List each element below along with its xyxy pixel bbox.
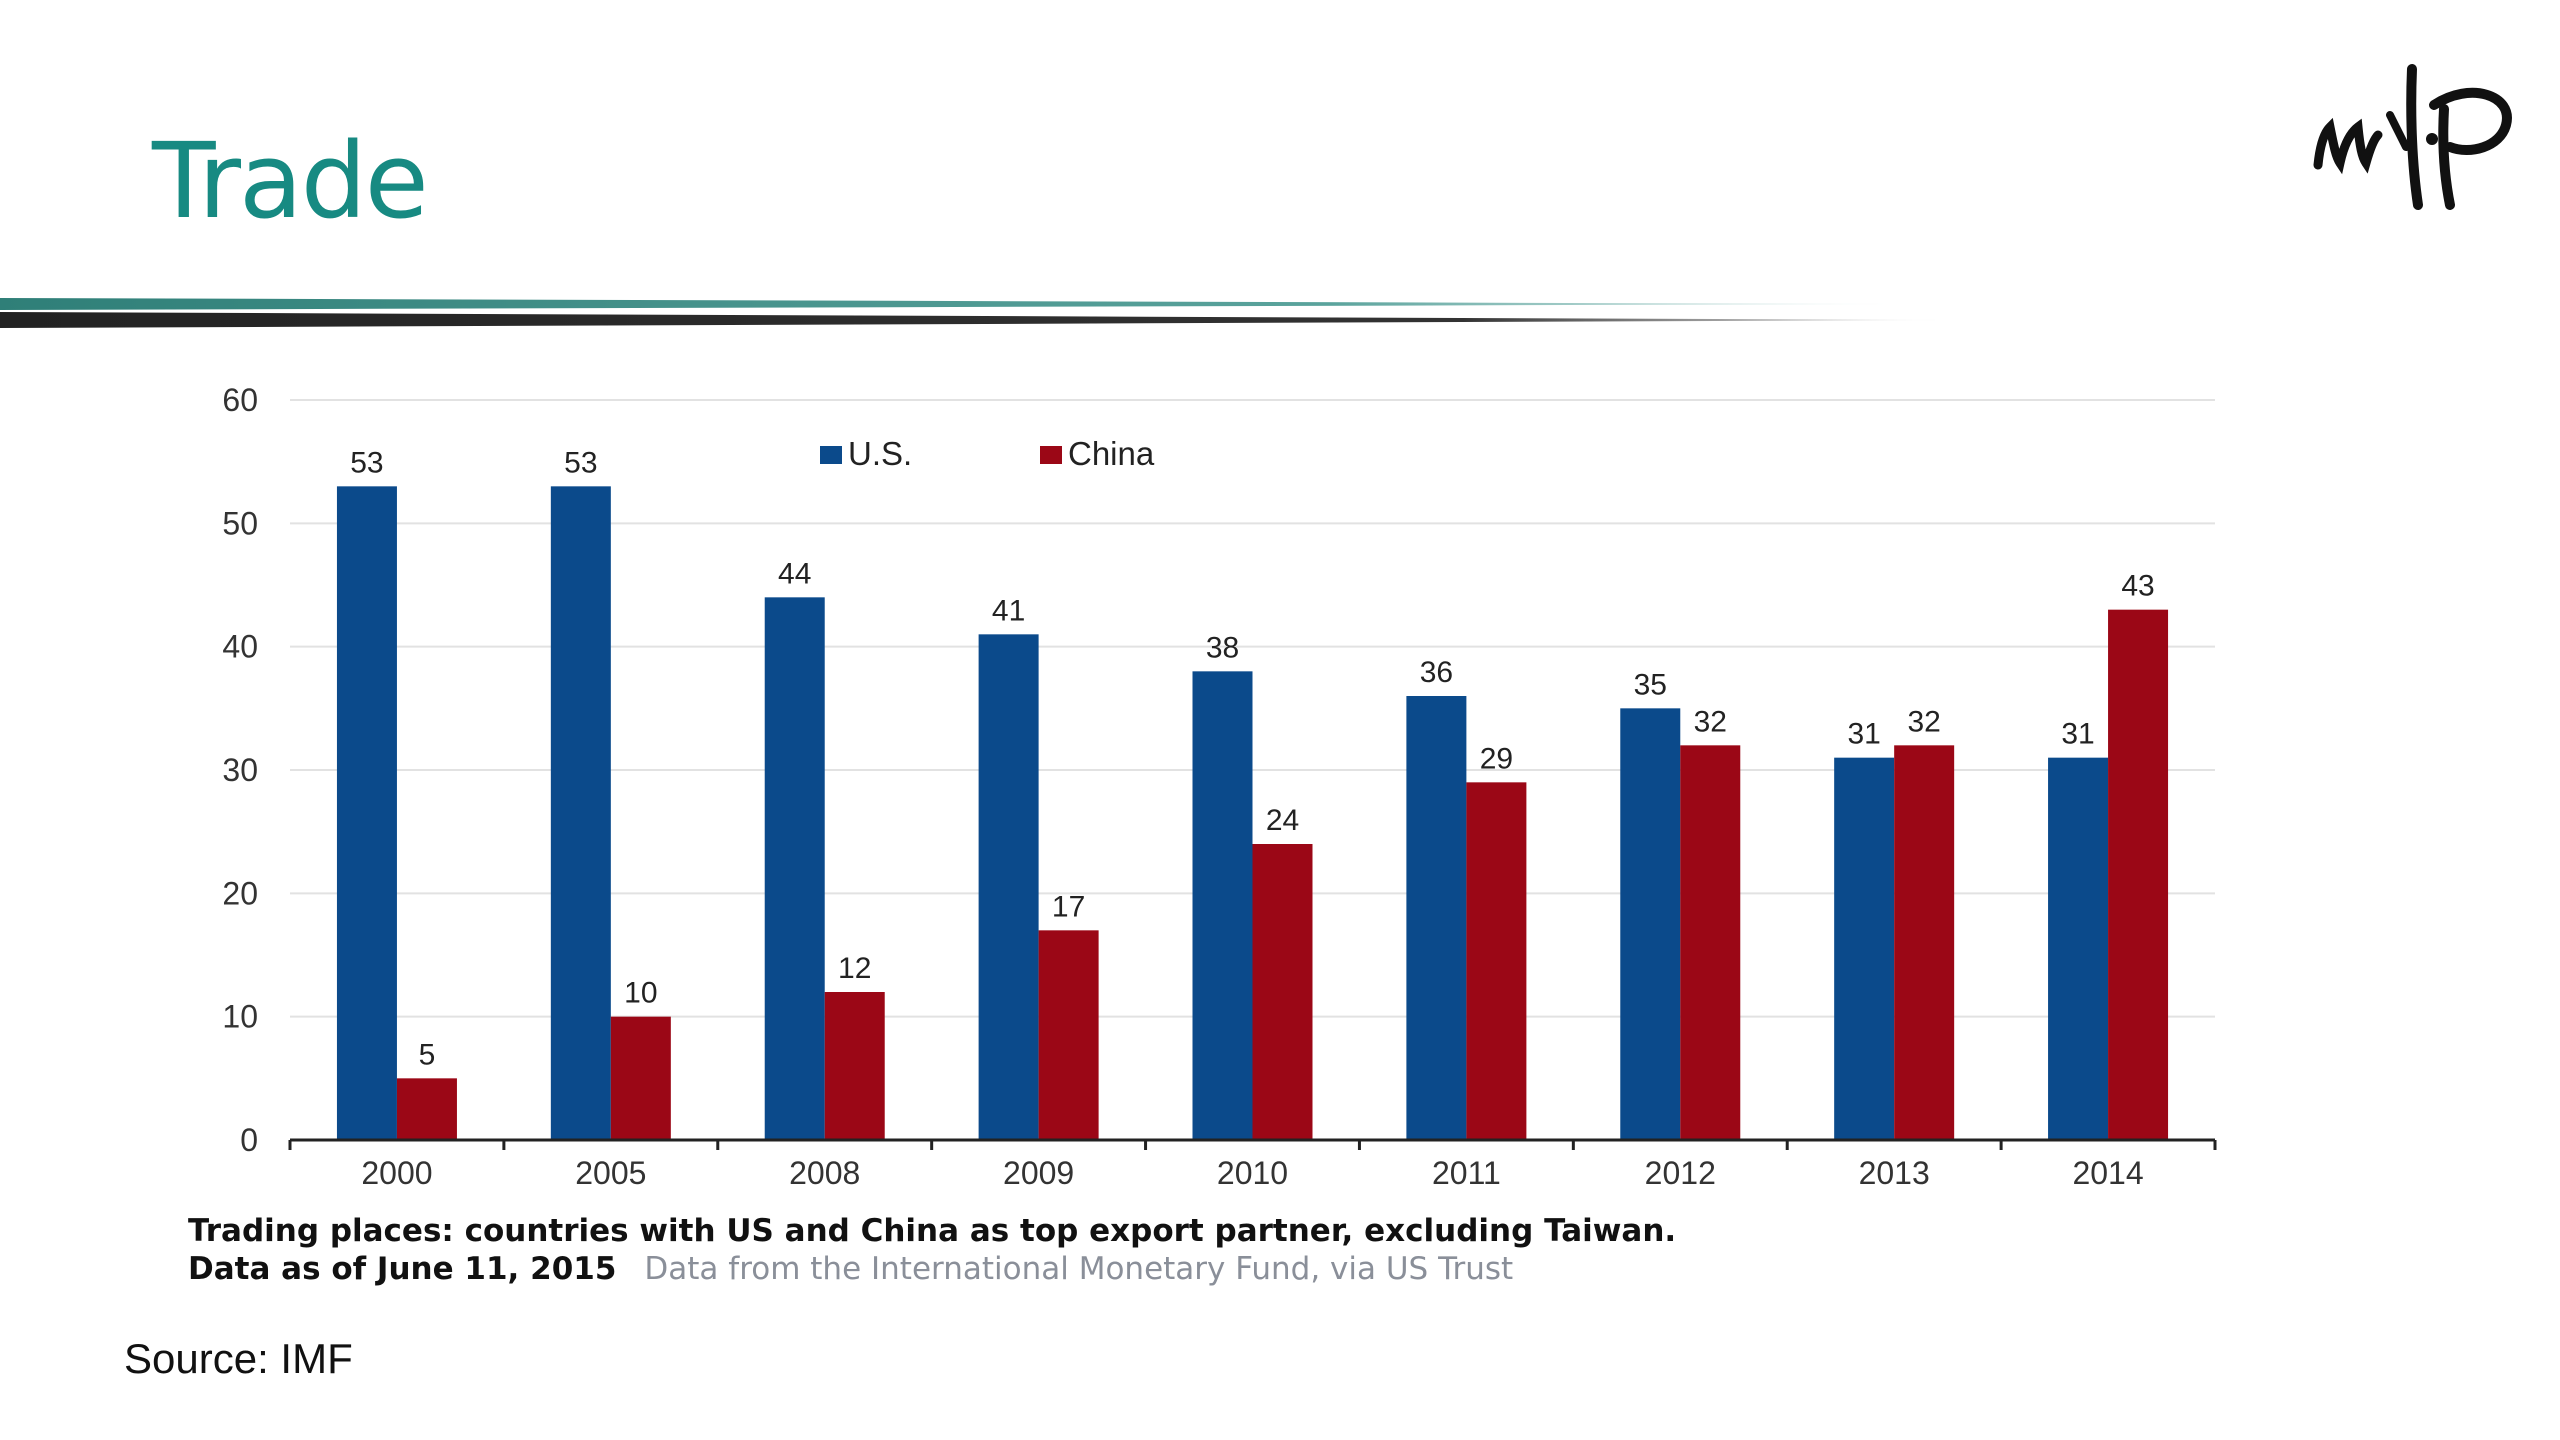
data-label: 44 <box>778 557 811 590</box>
data-label: 32 <box>1694 705 1727 738</box>
y-tick-label: 60 <box>222 382 258 418</box>
y-tick-label: 0 <box>240 1122 258 1158</box>
bar-china <box>1466 782 1527 1140</box>
bar-china <box>1252 844 1313 1140</box>
data-label: 41 <box>992 594 1025 627</box>
bar-us <box>550 486 611 1140</box>
data-label: 35 <box>1634 668 1667 701</box>
bar-us <box>1834 757 1895 1140</box>
bar-china <box>824 992 885 1140</box>
y-tick-label: 10 <box>222 999 258 1035</box>
caption-line-1: Trading places: countries with US and Ch… <box>188 1213 1677 1249</box>
bar-us <box>764 597 825 1140</box>
caption-line-2: Data as of June 11, 2015 Data from the In… <box>188 1250 1676 1288</box>
x-tick-label: 2014 <box>2072 1155 2143 1191</box>
bar-chart: 53 5 53 10 44 12 41 17 38 24 36 29 35 32 31 32 31 43 0 10 2… <box>222 382 2217 1191</box>
bar-us <box>2048 757 2109 1140</box>
chart-caption: Trading places: countries with US and Ch… <box>188 1212 1676 1288</box>
bar-us <box>1406 696 1467 1140</box>
legend-label: China <box>1068 435 1155 472</box>
data-label: 10 <box>624 977 657 1010</box>
x-tick-label: 2008 <box>789 1155 860 1191</box>
data-label: 43 <box>2121 570 2154 603</box>
logo-icon <box>2313 64 2512 210</box>
data-label: 24 <box>1266 804 1299 837</box>
data-label: 31 <box>1847 718 1880 751</box>
x-tick-label: 2010 <box>1217 1155 1288 1191</box>
data-label: 36 <box>1420 656 1453 689</box>
y-tick-label: 50 <box>222 505 258 541</box>
x-tick-label: 2011 <box>1432 1155 1501 1191</box>
x-tick-label: 2012 <box>1645 1155 1716 1191</box>
bar-china <box>1038 930 1099 1140</box>
caption-credit: Data from the International Monetary Fun… <box>644 1251 1514 1287</box>
data-label: 31 <box>2061 718 2094 751</box>
x-tick-label: 2005 <box>575 1155 646 1191</box>
caption-date: Data as of June 11, 2015 <box>188 1251 617 1287</box>
x-tick-label: 2009 <box>1003 1155 1074 1191</box>
legend-swatch <box>820 446 842 464</box>
legend-swatch <box>1040 446 1062 464</box>
data-label: 5 <box>419 1038 436 1071</box>
data-label: 38 <box>1206 631 1239 664</box>
bar-china <box>1894 745 1955 1140</box>
slide-title: Trade <box>152 120 429 242</box>
bar-china <box>610 1016 671 1140</box>
data-label: 53 <box>350 446 383 479</box>
bar-china <box>396 1078 457 1140</box>
bar-us <box>1192 671 1253 1140</box>
x-tick-label: 2013 <box>1859 1155 1930 1191</box>
y-tick-label: 40 <box>222 629 258 665</box>
bar-china <box>2108 609 2169 1140</box>
data-label: 53 <box>564 446 597 479</box>
bar-china <box>1680 745 1741 1140</box>
bar-us <box>336 486 397 1140</box>
x-tick-label: 2000 <box>361 1155 432 1191</box>
y-tick-label: 30 <box>222 752 258 788</box>
bar-us <box>978 634 1039 1140</box>
data-label: 32 <box>1907 705 1940 738</box>
data-label: 29 <box>1480 742 1513 775</box>
data-label: 17 <box>1052 890 1085 923</box>
y-tick-label: 20 <box>222 875 258 911</box>
source-note: Source: IMF <box>124 1335 353 1382</box>
data-label: 12 <box>838 952 871 985</box>
title-divider <box>0 298 1950 328</box>
bar-us <box>1620 708 1681 1140</box>
legend-label: U.S. <box>848 435 912 472</box>
